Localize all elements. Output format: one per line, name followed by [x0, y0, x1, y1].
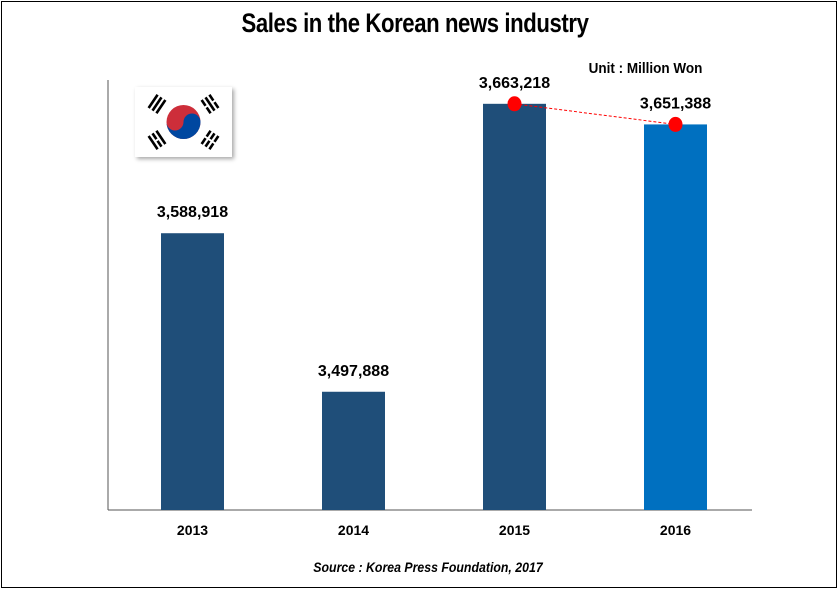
bar-2015 [483, 103, 546, 510]
bar-2013 [161, 233, 224, 510]
unit-label: Unit : Million Won [588, 60, 702, 77]
data-label-2016: 3,651,388 [640, 95, 711, 112]
source-note: Source : Korea Press Foundation, 2017 [313, 559, 543, 575]
trend-line [514, 103, 676, 125]
data-label-2015: 3,663,218 [479, 75, 550, 92]
chart-title: Sales in the Korean news industry [241, 8, 589, 38]
x-tick-2014: 2014 [338, 522, 369, 538]
bar-2014 [322, 391, 385, 510]
data-label-2013: 3,588,918 [157, 204, 228, 221]
trend-marker-2016 [668, 116, 683, 132]
trend-marker-2015 [507, 96, 522, 112]
x-tick-2015: 2015 [499, 522, 530, 538]
south-korea-flag-icon [135, 87, 232, 157]
data-label-2014: 3,497,888 [318, 363, 389, 380]
x-tick-2016: 2016 [660, 522, 691, 538]
x-tick-2013: 2013 [177, 522, 208, 538]
bar-2016 [644, 124, 707, 511]
